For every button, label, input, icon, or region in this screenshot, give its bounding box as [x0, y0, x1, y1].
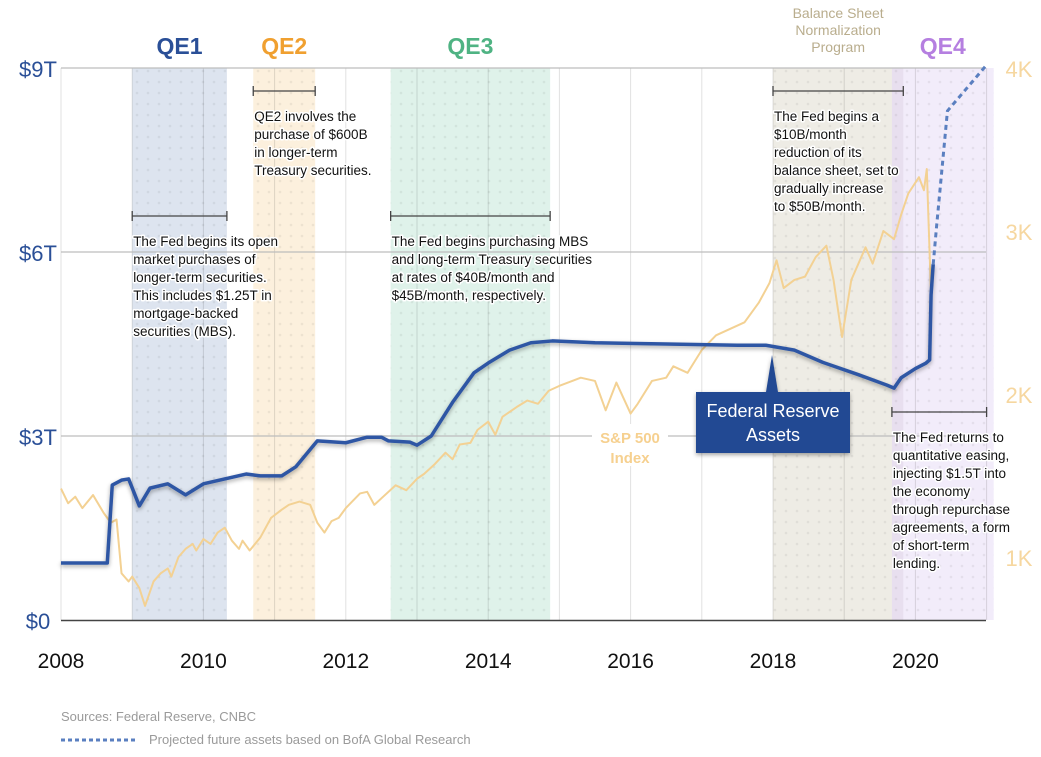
sp500-label-bg — [592, 424, 668, 466]
y-right-tick-label: 2K — [1006, 383, 1033, 408]
y-left-tick-label: $9T — [19, 57, 57, 82]
annotation-text-line: This includes $1.25T in — [133, 288, 272, 303]
x-tick-label: 2016 — [607, 650, 654, 673]
x-tick-label: 2020 — [892, 650, 939, 673]
annotation-text-line: in longer-term — [254, 145, 337, 160]
period-label-qe2: QE2 — [261, 33, 307, 59]
annotation: The Fed begins purchasing MBS and long-te… — [390, 211, 594, 305]
annotation-text-line: The Fed begins its open — [133, 234, 278, 249]
sp500-label: Index — [610, 450, 650, 467]
annotation: QE2 involves the purchase of $600B in long… — [252, 86, 373, 180]
annotation-text-line: purchase of $600B — [254, 127, 367, 142]
annotation: The Fed begins its open market purchases … — [131, 211, 280, 341]
annotation-text-line: reduction of its — [774, 145, 862, 160]
annotation-text-line: The Fed begins a — [774, 109, 880, 124]
x-tick-label: 2014 — [465, 650, 512, 673]
annotation-text-line: gradually increase — [774, 181, 884, 196]
annotation-text-line: injecting $1.5T into — [893, 466, 1006, 481]
annotations: The Fed begins its open market purchases … — [131, 86, 1011, 573]
annotation-text-line: balance sheet, set to — [774, 163, 899, 178]
x-tick-label: 2008 — [38, 650, 85, 673]
annotation-text-line: agreements, a form — [893, 520, 1010, 535]
period-label-line: Program — [811, 39, 865, 55]
annotation-text-line: quantitative easing, — [893, 448, 1009, 463]
series-labels: S&P 500 Index Federal Reserve Assets — [592, 355, 850, 467]
period-overlap-band — [891, 68, 904, 620]
period-band-dots-qe1 — [132, 68, 227, 620]
annotation-text-line: the economy — [893, 484, 971, 499]
period-band-dots-balance-sheet-normalization-program — [773, 68, 904, 620]
fed-assets-label: Federal Reserve — [706, 401, 839, 421]
annotation-text-line: and long-term Treasury securities — [392, 252, 593, 267]
period-band-dots-qe2 — [253, 68, 316, 620]
x-tick-label: 2012 — [322, 650, 369, 673]
y-right-tick-label: 1K — [1006, 546, 1033, 571]
x-tick-label: 2018 — [750, 650, 797, 673]
y-left-tick-label: $3T — [19, 425, 57, 450]
period-label-qe1: QE1 — [157, 33, 203, 59]
period-label-qe4: QE4 — [920, 33, 966, 59]
y-left-tick-label: $6T — [19, 241, 57, 266]
y-right-tick-label: 4K — [1006, 57, 1033, 82]
gridlines — [60, 67, 988, 620]
axes: $0 $3T $6T $9T 1K 2K 3K 4K 2008 2010 2012 2014 2016 2… — [19, 57, 1033, 673]
annotation-text-line: to $50B/month. — [774, 199, 866, 214]
annotation-text-line: at rates of $40B/month and — [392, 270, 555, 285]
fed-assets-label: Assets — [746, 425, 800, 445]
series-lines — [60, 63, 988, 607]
fed-assets-line — [61, 264, 935, 565]
annotation-text-line: market purchases of — [133, 252, 256, 267]
footer: Sources: Federal Reserve, CNBC Projected… — [61, 709, 471, 747]
annotation-text-line: through repurchase — [893, 502, 1010, 517]
period-label-line: Balance Sheet — [793, 5, 884, 21]
annotation-text-line: of short-term — [893, 538, 970, 553]
sp500-label: S&P 500 — [600, 430, 660, 447]
annotation: The Fed begins a $10B/month reduction of i… — [772, 86, 904, 216]
period-label-line: Normalization — [795, 22, 881, 38]
annotation-text-line: Treasury securities. — [254, 163, 371, 178]
annotation-text-line: QE2 involves the — [254, 109, 356, 124]
sources-text: Sources: Federal Reserve, CNBC — [61, 709, 256, 724]
period-band-dots-qe4 — [891, 68, 994, 620]
x-tick-label: 2010 — [180, 650, 227, 673]
period-bands: QE1 QE2 QE3 Balance SheetNormalizationProgr… — [132, 5, 994, 620]
annotation-text-line: The Fed begins purchasing MBS — [392, 234, 589, 249]
period-label-qe3: QE3 — [447, 33, 493, 59]
annotation-text-line: mortgage-backed — [133, 306, 238, 321]
annotation-text-line: $10B/month — [774, 127, 847, 142]
annotation: The Fed returns to quantitative easing, in… — [891, 407, 1011, 573]
annotation-text-line: securities (MBS). — [133, 324, 236, 339]
annotation-text-line: lending. — [893, 556, 940, 571]
fed-assets-label-box — [696, 355, 850, 453]
projected-legend-text: Projected future assets based on BofA Gl… — [149, 732, 471, 747]
annotation-text-line: $45B/month, respectively. — [392, 288, 546, 303]
projected-assets-line — [931, 63, 988, 265]
y-left-tick-label: $0 — [26, 609, 50, 634]
sp500-line — [60, 168, 933, 607]
y-right-tick-label: 3K — [1006, 220, 1033, 245]
annotation-text-line: longer-term securities. — [133, 270, 267, 285]
annotation-text-line: The Fed returns to — [893, 430, 1004, 445]
